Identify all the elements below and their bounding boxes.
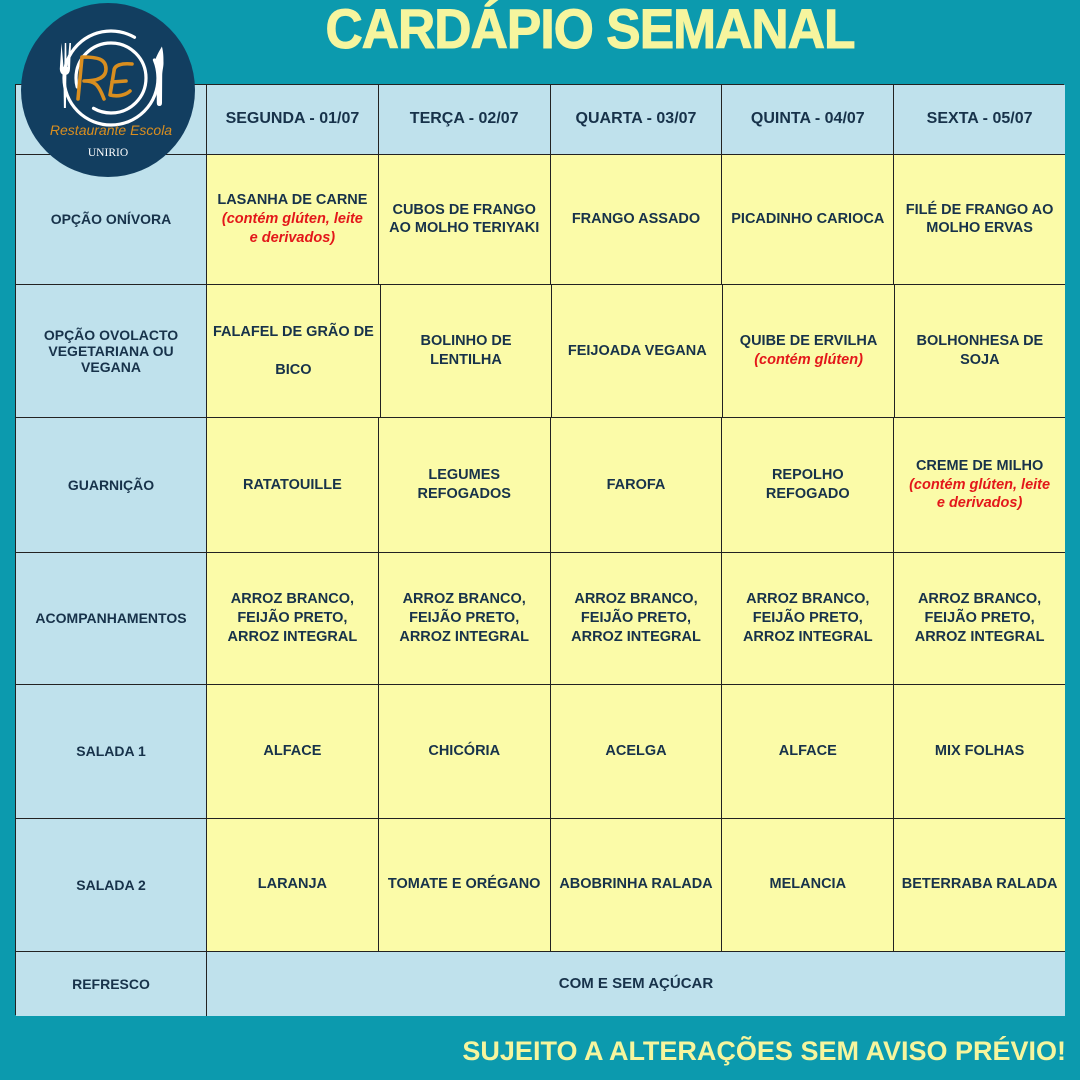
svg-text:UNIRIO: UNIRIO	[88, 147, 128, 159]
svg-text:Restaurante Escola: Restaurante Escola	[50, 122, 172, 138]
